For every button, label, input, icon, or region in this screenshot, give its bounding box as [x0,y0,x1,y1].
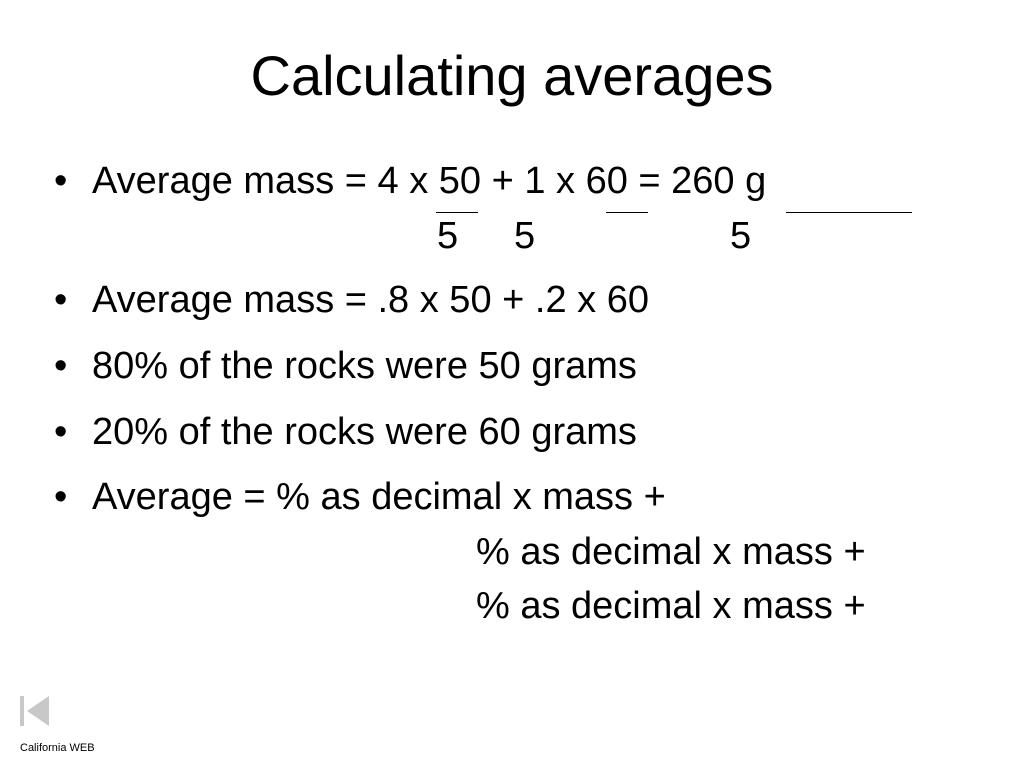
slide-title: Calculating averages [250,44,774,107]
previous-slide-icon [20,696,49,726]
average-formula-continuation: % as decimal x mass + [476,531,866,573]
fraction-bar [786,212,912,213]
bullet-marker: • [54,160,68,202]
denominator: 5 [437,215,459,257]
previous-slide-button[interactable] [18,694,52,728]
denominator: 5 [730,215,752,257]
denominator: 5 [514,215,536,257]
bullet-marker: • [54,411,68,453]
bullet-marker: • [54,345,68,387]
average-mass-decimal-equation: Average mass = .8 x 50 + .2 x 60 [92,279,649,321]
fraction-bar [606,212,648,213]
bullet-marker: • [54,476,68,518]
rocks-20-percent: 20% of the rocks were 60 grams [92,411,637,453]
fraction-bar [436,212,478,213]
rocks-80-percent: 80% of the rocks were 50 grams [92,345,637,387]
average-mass-equation: Average mass = 4 x 50 + 1 x 60 = 260 g [92,160,767,202]
average-formula: Average = % as decimal x mass + [92,476,666,518]
average-formula-continuation: % as decimal x mass + [476,585,866,627]
bullet-marker: • [54,279,68,321]
footer-text: California WEB [20,742,95,754]
